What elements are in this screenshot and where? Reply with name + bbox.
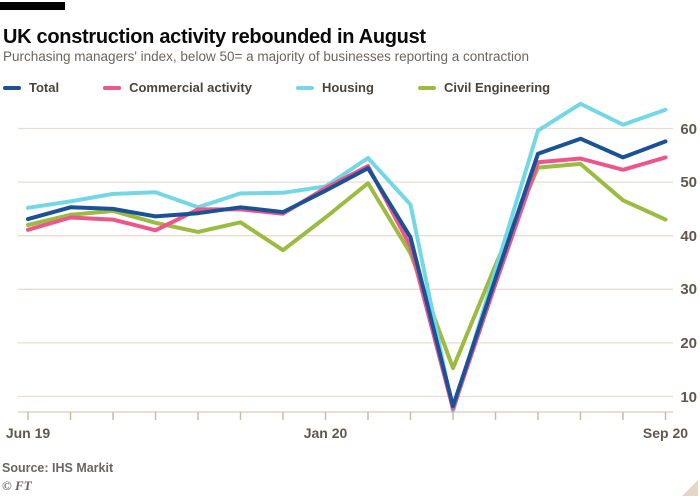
x-tick-label: Jan 20 — [303, 425, 348, 441]
y-tick-label: 40 — [680, 227, 697, 245]
y-tick-label: 60 — [680, 120, 697, 138]
source-note: Source: IHS Markit — [2, 461, 114, 475]
legend-item-housing: Housing — [295, 80, 374, 95]
x-tick-label: Sep 20 — [642, 425, 689, 441]
legend-swatch — [3, 85, 21, 90]
legend-swatch — [417, 85, 436, 90]
legend-label: Civil Engineering — [443, 80, 551, 95]
legend-swatch — [103, 85, 122, 90]
ft-black-bar — [0, 2, 65, 10]
series-line-total — [26, 136, 668, 409]
chart-title: UK construction activity rebounded in Au… — [3, 26, 426, 49]
legend-item-civil-engineering: Civil Engineering — [417, 80, 551, 95]
y-tick-label: 30 — [680, 281, 697, 299]
legend-label: Total — [29, 80, 60, 95]
y-tick-label: 20 — [680, 334, 697, 352]
y-tick-label: 50 — [680, 174, 697, 192]
ft-credit: © FT — [2, 478, 32, 493]
legend: Total Commercial activity Housing Civil Eng… — [3, 80, 550, 95]
legend-item-commercial-activity: Commercial activity — [103, 80, 252, 95]
series-line-commercial-activity — [26, 155, 668, 411]
legend-swatch — [295, 85, 314, 90]
resize-triangle-icon — [682, 480, 698, 496]
y-tick-label: 10 — [680, 388, 697, 406]
x-tick-label: Jun 19 — [5, 425, 51, 441]
chart-subtitle: Purchasing managers' index, below 50= a … — [3, 49, 529, 64]
series-line-civil-engineering — [26, 161, 668, 371]
legend-label: Housing — [321, 80, 374, 95]
legend-label: Commercial activity — [129, 80, 252, 95]
series-line-housing — [26, 101, 668, 413]
legend-item-total: Total — [3, 80, 59, 95]
